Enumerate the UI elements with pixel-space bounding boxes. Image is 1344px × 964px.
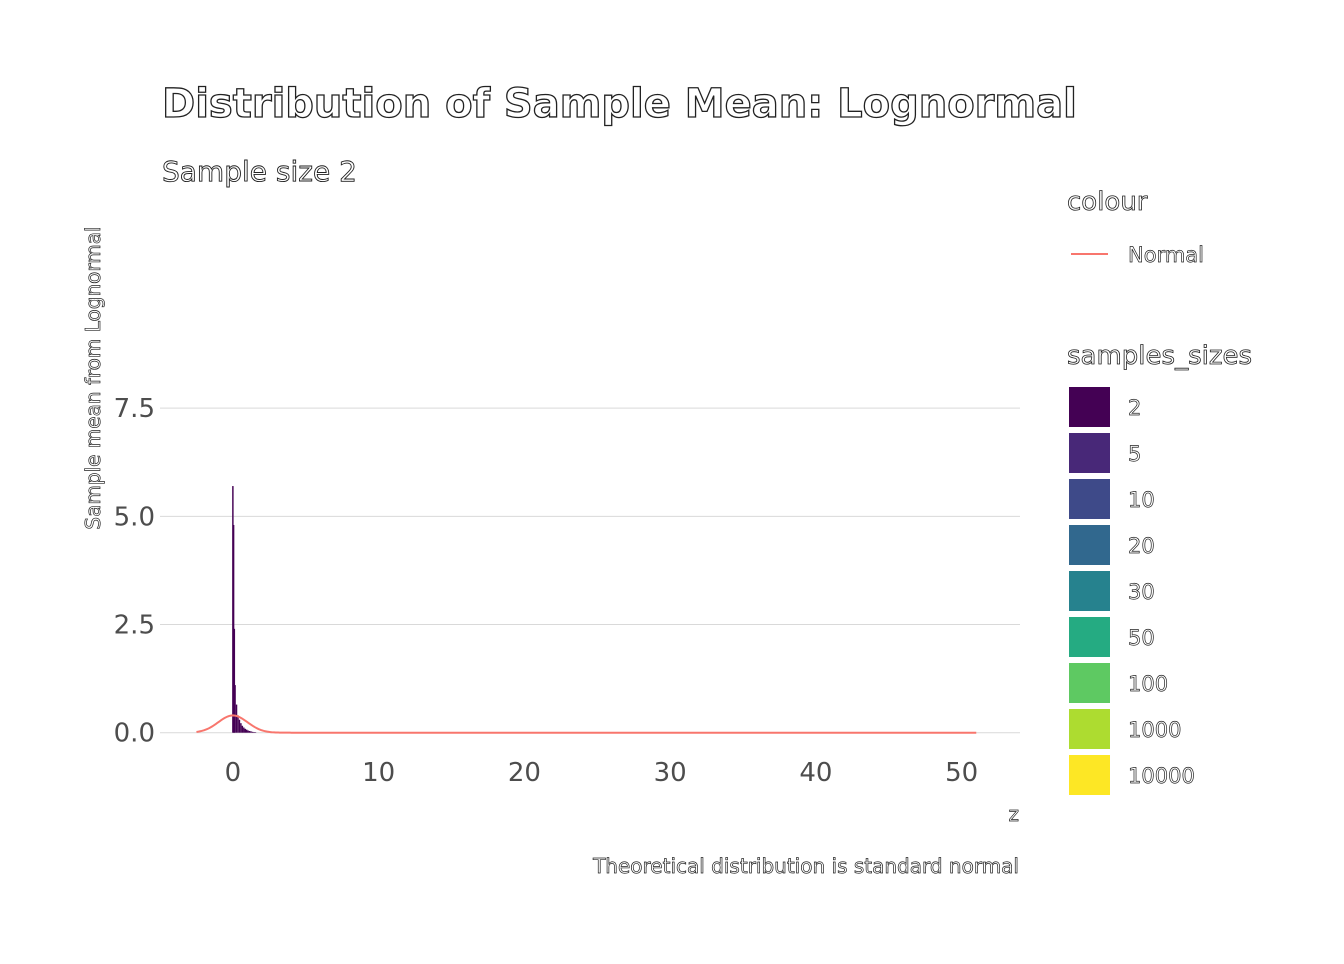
legend-colour-label: Normal: [1128, 243, 1204, 267]
legend-fill-label: 50: [1128, 626, 1155, 650]
histogram-bar: [243, 727, 245, 733]
histogram-bar: [247, 730, 249, 733]
legend-fill-label: 20: [1128, 534, 1155, 558]
legend-fill-swatch: [1069, 617, 1110, 657]
y-tick-labels: 0.0 2.5 5.0 7.5: [114, 394, 155, 749]
normal-curve: [196, 714, 977, 734]
x-tick-label: 50: [945, 758, 978, 788]
legend-fill-swatch: [1069, 433, 1110, 473]
histogram-bar: [234, 685, 236, 733]
legend-fill-label: 10: [1128, 488, 1155, 512]
legend-fill-title: samples_sizes: [1067, 341, 1252, 371]
x-axis-title: z: [1009, 802, 1020, 826]
legend-fill-label: 1000: [1128, 718, 1181, 742]
legend-fill-swatch: [1069, 479, 1110, 519]
histogram-bar: [254, 732, 257, 733]
histogram-bar: [253, 732, 255, 733]
histogram-bar: [246, 729, 248, 733]
legend-fill-entries: 2 5 10 20 30 50 100 1000 10000: [1069, 387, 1195, 795]
legend-fill-swatch: [1069, 755, 1110, 795]
x-tick-label: 10: [362, 758, 395, 788]
chart-subtitle: Sample size 2: [162, 155, 357, 188]
legend-fill-swatch: [1069, 709, 1110, 749]
y-tick-label: 7.5: [114, 394, 155, 424]
y-axis-title: Sample mean from Lognormal: [81, 226, 105, 529]
x-tick-labels: 0 10 20 30 40 50: [225, 758, 979, 788]
histogram-bar: [238, 719, 241, 733]
histogram-bar: [251, 731, 254, 733]
histogram-bar: [241, 725, 244, 733]
x-tick-label: 20: [508, 758, 541, 788]
histogram-bar: [240, 723, 242, 733]
grid-layer: [160, 407, 1020, 734]
y-tick-label: 5.0: [114, 502, 155, 532]
x-tick-label: 0: [225, 758, 242, 788]
histogram-bar: [232, 486, 234, 733]
histogram-bar: [250, 731, 252, 733]
histogram-bar: [233, 628, 236, 733]
histogram-bar: [237, 715, 239, 733]
x-tick-label: 30: [654, 758, 687, 788]
legend-fill-swatch: [1069, 387, 1110, 427]
legend-fill-swatch: [1069, 663, 1110, 703]
legend-colour-title: colour: [1067, 187, 1148, 217]
y-tick-label: 2.5: [114, 611, 155, 641]
histogram-bar: [244, 728, 246, 733]
legend-fill-label: 10000: [1128, 764, 1195, 788]
histogram-bar: [235, 704, 238, 733]
legend-fill-swatch: [1069, 571, 1110, 611]
normal-curve-layer: [196, 714, 977, 734]
legend-fill-label: 2: [1128, 396, 1141, 420]
legend-fill-label: 30: [1128, 580, 1155, 604]
chart-caption: Theoretical distribution is standard nor…: [592, 854, 1019, 878]
histogram-bars: [232, 486, 257, 733]
legend-fill-label: 100: [1128, 672, 1168, 696]
legend: colour Normal samples_sizes 2 5 10 20 30 50 10…: [1067, 187, 1252, 795]
x-tick-label: 40: [799, 758, 832, 788]
histogram-bar: [248, 730, 251, 733]
legend-colour-entries: Normal: [1071, 243, 1204, 267]
legend-fill-label: 5: [1128, 442, 1141, 466]
legend-fill-swatch: [1069, 525, 1110, 565]
y-tick-label: 0.0: [114, 719, 155, 749]
chart-title: Distribution of Sample Mean: Lognormal: [162, 81, 1077, 127]
